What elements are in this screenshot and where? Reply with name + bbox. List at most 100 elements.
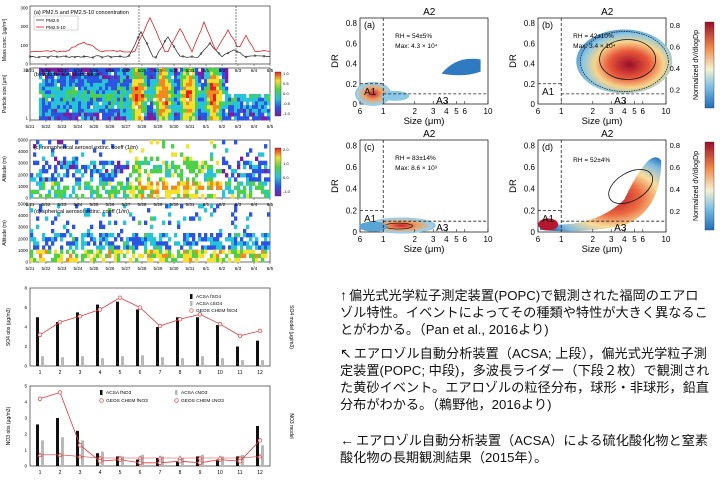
heat-cell bbox=[222, 90, 226, 95]
heat-cell bbox=[123, 164, 127, 170]
heat-cell bbox=[81, 105, 85, 110]
heat-cell bbox=[54, 79, 58, 84]
model-marker bbox=[117, 295, 123, 300]
heat-cell bbox=[108, 75, 112, 80]
heat-cell bbox=[216, 169, 220, 174]
heat-cell bbox=[252, 169, 256, 174]
heat-cell bbox=[99, 241, 103, 246]
heat-cell bbox=[261, 233, 265, 238]
heat-cell bbox=[129, 101, 133, 106]
heat-cell bbox=[204, 108, 208, 113]
heat-cell bbox=[102, 86, 106, 91]
heat-cell bbox=[189, 68, 193, 72]
heat-cell bbox=[216, 233, 220, 238]
heat-cell bbox=[111, 79, 115, 84]
legend-pm25: PM2.5 bbox=[46, 18, 60, 23]
heat-cell bbox=[120, 228, 124, 234]
heat-cell bbox=[132, 82, 136, 87]
heat-cell bbox=[108, 90, 112, 95]
legend-label: ACSA cSO4 bbox=[196, 301, 222, 307]
heat-cell bbox=[57, 253, 61, 259]
dr-xtick-label: 5 bbox=[454, 235, 459, 244]
date-tick-label: 5/23 bbox=[58, 202, 67, 207]
panel-d-ylabel: Altitude (m) bbox=[2, 220, 8, 246]
heat-cell bbox=[72, 105, 76, 110]
heat-cell bbox=[30, 177, 34, 182]
heat-cell bbox=[153, 75, 157, 80]
heat-cell bbox=[189, 249, 193, 254]
heat-cell bbox=[114, 169, 118, 174]
fine-bar bbox=[116, 456, 119, 466]
heat-cell bbox=[135, 257, 139, 263]
heat-cell bbox=[48, 189, 52, 195]
heat-cell bbox=[33, 189, 37, 195]
heat-cell bbox=[132, 185, 136, 190]
heat-cell bbox=[252, 249, 256, 254]
heat-cell bbox=[183, 71, 187, 76]
heat-cell bbox=[171, 116, 175, 121]
heat-cell bbox=[72, 75, 76, 80]
heat-cell bbox=[162, 116, 166, 121]
heat-cell bbox=[171, 160, 175, 166]
heat-cell bbox=[204, 86, 208, 91]
heat-cell bbox=[261, 253, 265, 259]
heat-cell bbox=[63, 79, 67, 84]
panel-c: (c) nonspherical aerosol extinc. coeff (… bbox=[2, 139, 282, 199]
heat-cell bbox=[90, 112, 94, 117]
month-label: 9 bbox=[199, 370, 202, 376]
heat-cell bbox=[129, 148, 133, 153]
heat-cell bbox=[159, 233, 163, 238]
heat-cell bbox=[165, 257, 169, 263]
heat-cell bbox=[186, 144, 190, 149]
heat-cell bbox=[153, 71, 157, 76]
model-marker bbox=[57, 390, 63, 395]
heat-cell bbox=[126, 75, 130, 80]
heat-cell bbox=[84, 79, 88, 84]
heat-cell bbox=[156, 193, 160, 199]
heat-cell bbox=[60, 71, 64, 76]
heat-cell bbox=[105, 112, 109, 117]
date-tick-label: 5/25 bbox=[90, 68, 99, 73]
heat-cell bbox=[135, 169, 139, 174]
month-label: 8 bbox=[179, 470, 182, 476]
heat-cell bbox=[159, 237, 163, 242]
heat-cell bbox=[246, 160, 250, 166]
heat-cell bbox=[72, 79, 76, 84]
heat-cell bbox=[135, 116, 139, 121]
heat-cell bbox=[204, 233, 208, 238]
heat-cell bbox=[117, 105, 121, 110]
heat-cell bbox=[42, 233, 46, 238]
heat-cell bbox=[63, 116, 67, 121]
region-a1-label: A1 bbox=[542, 87, 555, 98]
heat-cell bbox=[204, 237, 208, 242]
heat-cell bbox=[234, 108, 238, 113]
heat-cell bbox=[156, 249, 160, 254]
heat-cell bbox=[99, 220, 103, 225]
heat-cell bbox=[243, 173, 247, 178]
date-tick-label: 6/5 bbox=[267, 68, 274, 73]
heat-cell bbox=[240, 181, 244, 186]
heat-cell bbox=[132, 216, 136, 221]
heat-cell bbox=[111, 233, 115, 238]
heat-cell bbox=[99, 169, 103, 174]
date-tick-label: 5/31 bbox=[186, 124, 195, 129]
heat-cell bbox=[225, 253, 229, 259]
heat-cell bbox=[135, 185, 139, 190]
arrow-upleft-icon: ↖ bbox=[340, 345, 352, 361]
heat-cell bbox=[246, 97, 250, 102]
heat-cell bbox=[96, 108, 100, 113]
heat-cell bbox=[75, 169, 79, 174]
heat-cell bbox=[225, 185, 229, 190]
heat-cell bbox=[93, 68, 97, 72]
y-tick-label: 0 bbox=[25, 196, 28, 201]
heat-cell bbox=[171, 82, 175, 87]
pm10-line bbox=[29, 16, 271, 53]
heat-cell bbox=[84, 86, 88, 91]
heat-cell bbox=[171, 152, 175, 157]
heat-cell bbox=[75, 181, 79, 186]
heat-cell bbox=[180, 181, 184, 186]
month-label: 5 bbox=[119, 470, 122, 476]
heat-cell bbox=[114, 249, 118, 254]
